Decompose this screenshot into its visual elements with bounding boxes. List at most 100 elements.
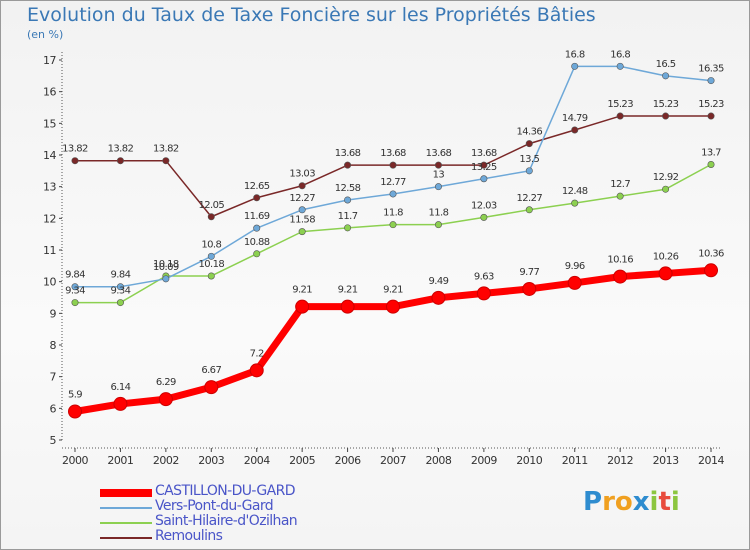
data-point [480,213,488,221]
data-label: 13.82 [62,144,88,155]
data-point [662,72,670,80]
data-point [344,224,352,232]
x-tick-label: 2011 [562,454,588,467]
data-point [116,299,124,307]
data-point [567,275,582,290]
data-point [480,175,488,183]
data-label: 6.29 [156,377,176,388]
data-label: 12.7 [610,179,630,190]
data-label: 12.48 [562,186,588,197]
data-label: 13.68 [380,148,406,159]
axes: 5 6 7 8 9 10 11 12 13 14 15 16 17 2000 2001 2002 2003 200… [43,52,725,467]
series-castillon-du-gard [68,263,719,419]
data-label: 13.82 [108,144,134,155]
data-label: 11.8 [429,208,449,219]
logo-letter: t [658,487,671,517]
data-point [658,266,673,281]
y-tick-label: 11 [43,244,56,257]
data-point [389,190,397,198]
data-label: 13.03 [289,169,315,180]
data-point [207,252,215,260]
data-label: 11.69 [244,211,270,222]
data-point [571,126,579,134]
data-label: 13 [433,170,445,181]
data-point [71,299,79,307]
logo-letter: o [614,487,633,517]
data-point [162,157,170,165]
data-point [571,62,579,70]
data-point [704,263,719,278]
x-tick-label: 2009 [471,454,497,467]
data-label: 10.26 [653,251,679,262]
chart-title: Evolution du Taux de Taxe Foncière sur l… [27,4,596,26]
data-label: 14.36 [516,127,542,138]
data-point [295,299,310,314]
legend-label: Saint-Hilaire-d'Ozilhan [155,513,298,529]
y-tick-label: 9 [50,307,57,320]
data-point [71,157,79,165]
data-label: 12.27 [289,193,315,204]
data-label: 13.68 [335,148,361,159]
data-point [616,112,624,120]
data-point [434,221,442,229]
data-label: 12.27 [516,193,542,204]
logo-letter: i [649,487,659,517]
data-point [707,77,715,85]
x-tick-label: 2004 [244,454,270,467]
data-label: 9.34 [110,286,130,297]
data-label: 9.21 [292,285,312,296]
proxiti-logo: Proxiti [583,487,680,517]
data-label: 13.7 [701,148,721,159]
logo-letter: r [602,487,615,517]
data-label: 13.68 [426,148,452,159]
data-point [249,363,264,378]
data-point [525,167,533,175]
data-point [71,283,79,291]
data-point [662,185,670,193]
data-point [253,250,261,258]
y-tick-label: 17 [43,54,56,67]
data-point [476,286,491,301]
x-tick-label: 2001 [107,454,133,467]
data-label: 9.84 [65,270,85,281]
data-point [158,392,173,407]
data-label: 11.7 [338,211,358,222]
data-point [298,182,306,190]
data-label: 12.58 [335,183,361,194]
data-label: 13.68 [471,148,497,159]
data-label: 12.65 [244,181,270,192]
data-label: 6.67 [201,365,221,376]
data-point [434,183,442,191]
data-point [480,161,488,169]
x-tick-label: 2008 [425,454,451,467]
legend-swatch [100,537,152,539]
data-label: 9.21 [338,285,358,296]
x-tick-label: 2003 [198,454,224,467]
x-tick-label: 2002 [153,454,179,467]
data-point [116,283,124,291]
data-point [525,206,533,214]
x-tick-label: 2014 [698,454,724,467]
x-tick-label: 2005 [289,454,315,467]
x-tick-label: 2012 [607,454,633,467]
x-tick-label: 2000 [62,454,88,467]
y-tick-label: 7 [50,371,57,384]
data-point [204,380,219,395]
legend-label: Remoulins [155,528,223,544]
y-tick-label: 15 [43,117,56,130]
data-label: 11.58 [289,215,315,226]
data-point [253,224,261,232]
data-label: 14.79 [562,113,588,124]
data-label: 13.25 [471,162,497,173]
data-point [298,228,306,236]
data-label: 10.8 [201,239,221,250]
series-layer [68,62,719,419]
data-point [298,206,306,214]
data-labels: 13.82 13.82 13.82 12.05 12.65 13.03 13.68 13.68… [62,49,724,400]
data-point [434,161,442,169]
logo-letter: x [632,487,650,517]
data-point [571,199,579,207]
data-label: 10.16 [607,255,633,266]
data-point [340,299,355,314]
data-point [113,396,128,411]
